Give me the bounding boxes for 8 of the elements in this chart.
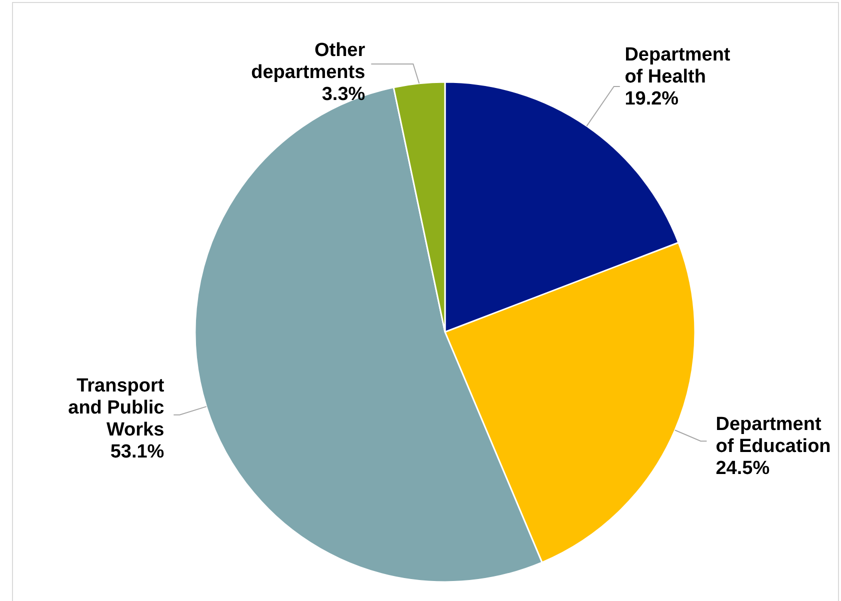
data-label: 3.3% xyxy=(322,84,366,105)
slice-label: Department of Education xyxy=(716,414,831,457)
data-label: 19.2% xyxy=(624,88,679,110)
data-label: 24.5% xyxy=(716,458,770,479)
slice-label: Other departments xyxy=(251,40,366,83)
slice-label: Transport and Public Works xyxy=(68,375,165,440)
data-label: 53.1% xyxy=(110,441,164,462)
slice-label: Department of Health xyxy=(624,44,731,88)
